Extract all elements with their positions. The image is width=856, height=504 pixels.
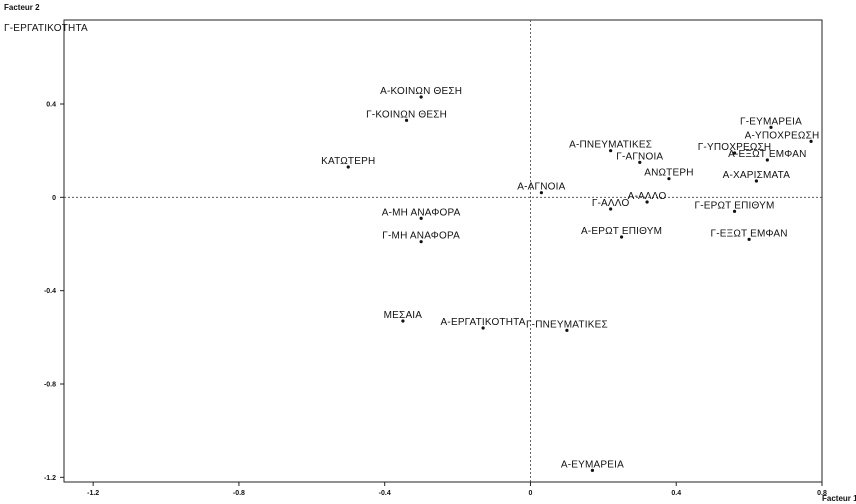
point-label: Α-ΕΡΓΑΤΙΚΟΤΗΤΑ [441,317,526,328]
point-label: ΜΕΣΑΙΑ [384,310,423,321]
data-point [401,319,405,323]
point-label: Α-ΜΗ ΑΝΑΦΟΡΑ [382,207,461,218]
data-point [732,151,737,155]
plot-frame-group [63,19,823,483]
point-label: Α-ΕΥΜΑΡΕΙΑ [561,459,624,470]
data-point [769,125,773,129]
point-label: Γ-ΠΝΕΥΜΑΤΙΚΕΣ [526,319,608,330]
data-point [765,158,769,162]
x-tick-label: -1.2 [87,490,99,497]
plot-frame [63,19,823,483]
point-label: ΑΝΩΤΕΡΗ [644,168,693,179]
point-label: Γ-ΑΛΛΟ [592,198,630,209]
y-tick-label: -0.8 [44,382,56,389]
point-label: Γ-ΥΠΟΧΡΕΩΣΗ [698,142,772,153]
x-tick-label: 0.4 [671,490,681,497]
labels-group: Γ-ΕΡΓΑΤΙΚΟΤΗΤΑ Α-ΚΟΙΝΩΝ ΘΕΣΗ Γ-ΚΟΙΝΩΝ ΘΕΣΗ… [4,23,819,470]
x-tick-label: 0 [529,490,533,497]
data-point [565,328,569,332]
x-axis-title: Facteur 1 [822,494,856,503]
point-label: Α-ΕΞΩΤ ΕΜΦΑΝ [728,149,806,160]
data-point [809,139,813,143]
point-label: Α-ΚΟΙΝΩΝ ΘΕΣΗ [380,86,462,97]
data-point [645,200,649,204]
y-tick-label: 0.4 [46,102,56,109]
data-point [619,235,624,239]
data-point [590,468,595,472]
y-tick-label: 0 [52,195,56,202]
point-label: Γ-ΚΟΙΝΩΝ ΘΕΣΗ [366,109,447,120]
data-point [747,237,751,241]
point-label: Α-ΑΛΛΟ [628,191,667,202]
y-tick-label: -1.2 [44,475,56,482]
x-tick-label: 0.8 [817,490,827,497]
point-label: Α-ΠΝΕΥΜΑΤΙΚΕΣ [569,140,652,151]
data-point [609,149,613,153]
point-label: Γ-ΜΗ ΑΝΑΦΟΡΑ [382,231,460,242]
data-point [481,326,485,330]
ticks-group: 0.4 0 -0.4 -0.8 -1.2 -1.2 -0.8 -0.4 0 0.4 0.8 [44,102,827,498]
point-label: Α-ΕΡΩΤ ΕΠΙΘΥΜ [581,226,662,237]
data-point [732,209,737,213]
point-label: Α-ΑΓΝΟΙΑ [517,182,565,193]
data-point [419,240,423,244]
data-point [667,177,671,181]
point-label: Γ-ΕΥΜΑΡΕΙΑ [740,116,802,127]
x-tick-label: -0.8 [233,490,245,497]
point-label: Γ-ΕΡΓΑΤΙΚΟΤΗΤΑ [4,23,88,34]
point-label: ΚΑΤΩΤΕΡΗ [321,156,375,167]
data-point [754,179,759,183]
data-point [404,118,409,122]
reference-lines-group [64,20,822,482]
data-point [539,191,543,195]
y-axis-title: Facteur 2 [4,3,40,12]
data-point [419,95,423,99]
point-label: Γ-ΕΞΩΤ ΕΜΦΑΝ [711,228,788,239]
point-label: Α-ΥΠΟΧΡΕΩΣΗ [745,130,820,141]
point-label: Α-ΧΑΡΙΣΜΑΤΑ [723,170,791,181]
data-point [346,165,350,169]
markers-group [346,95,813,472]
point-label: Γ-ΑΓΝΟΙΑ [616,151,663,162]
data-point [609,207,613,211]
y-tick-label: -0.4 [44,288,56,295]
point-label: Γ-ΕΡΩΤ ΕΠΙΘΥΜ [694,200,774,211]
data-point [638,160,642,164]
data-point [419,216,423,220]
x-tick-label: -0.4 [379,490,391,497]
